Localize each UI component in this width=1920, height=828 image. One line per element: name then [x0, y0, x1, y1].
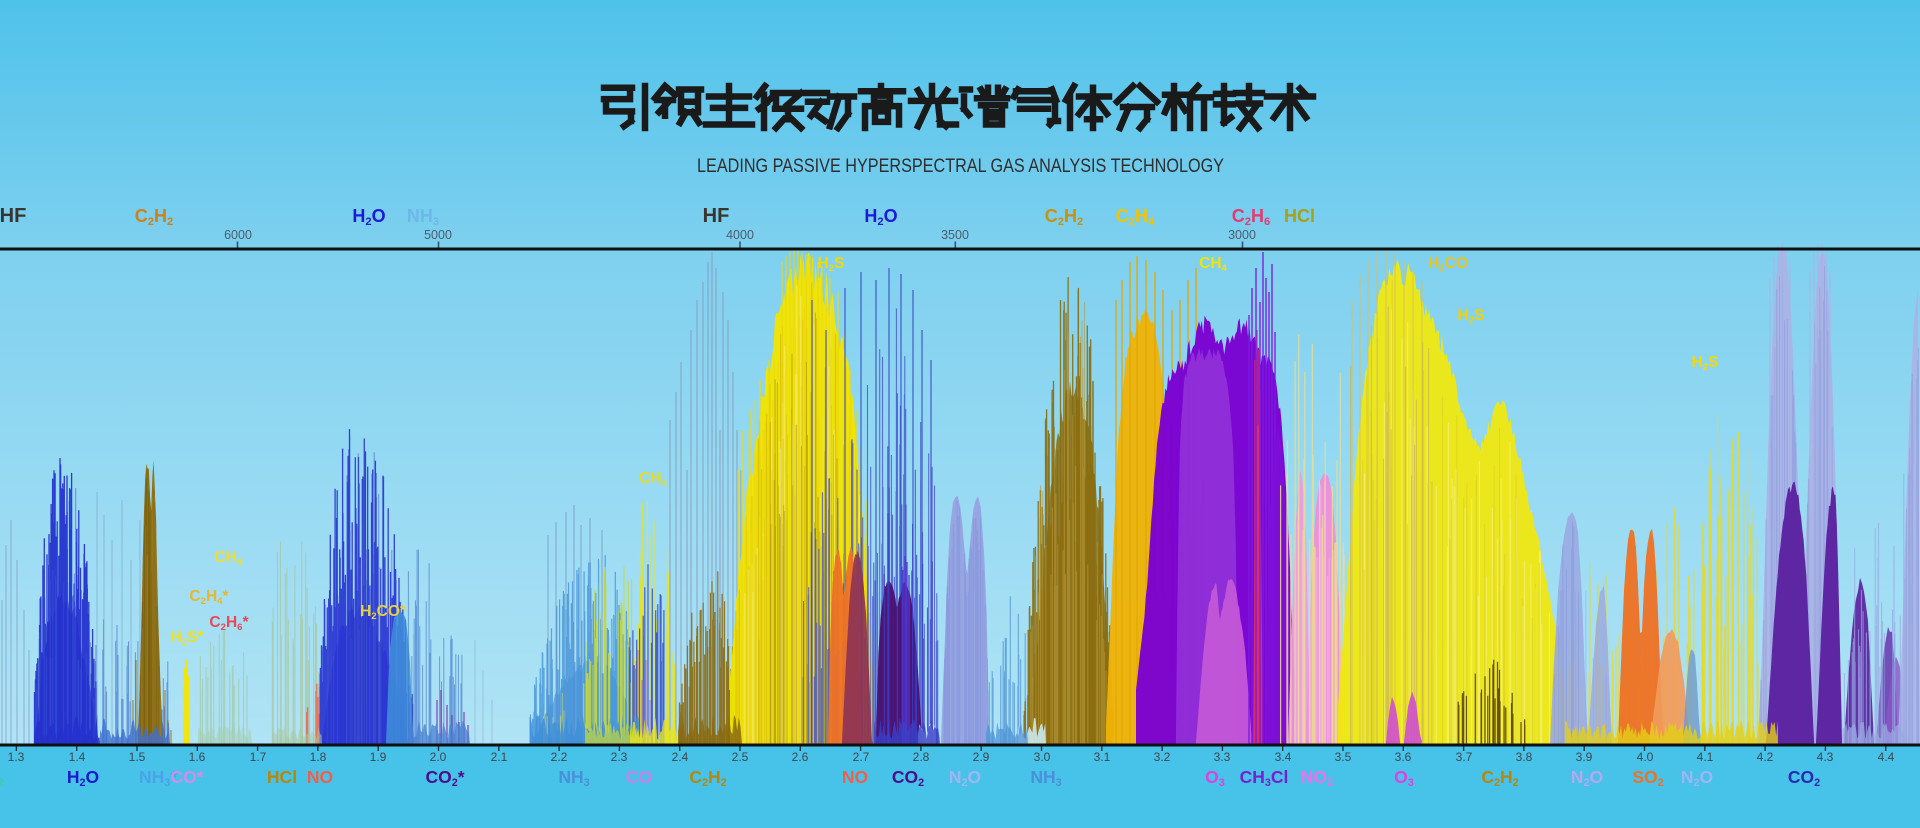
svg-text:1.8: 1.8 [310, 750, 327, 764]
svg-text:CO*: CO* [170, 767, 203, 787]
svg-text:2.6: 2.6 [792, 750, 809, 764]
svg-text:NH3​: NH3​ [1030, 767, 1061, 789]
svg-text:HCl: HCl [267, 767, 297, 787]
svg-text:4000: 4000 [726, 228, 754, 242]
svg-text:CO2​*: CO2​* [425, 767, 464, 789]
svg-text:3.3: 3.3 [1214, 750, 1231, 764]
svg-text:4.4: 4.4 [1878, 750, 1895, 764]
svg-text:1.7: 1.7 [250, 750, 267, 764]
svg-text:C2​H4​*: C2​H4​* [189, 588, 229, 607]
svg-text:H2​S*: H2​S* [171, 629, 205, 648]
svg-text:H2​CO: H2​CO [1428, 255, 1468, 274]
svg-text:CO2​: CO2​ [1788, 767, 1820, 789]
svg-text:N2​O: N2​O [1571, 767, 1603, 789]
svg-text:4.3: 4.3 [1817, 750, 1834, 764]
svg-text:1.6: 1.6 [189, 750, 206, 764]
svg-text:C2​H6​: C2​H6​ [1232, 206, 1270, 228]
svg-text:CH4​: CH4​ [1199, 255, 1227, 274]
svg-text:4.0: 4.0 [1637, 750, 1654, 764]
svg-text:NO2​: NO2​ [1301, 767, 1333, 789]
svg-text:2.0: 2.0 [430, 750, 447, 764]
svg-text:3500: 3500 [941, 228, 969, 242]
svg-text:HCl: HCl [1284, 206, 1315, 226]
svg-text:2.3: 2.3 [611, 750, 628, 764]
svg-text:C2​H2​: C2​H2​ [1045, 206, 1083, 228]
svg-text:3.1: 3.1 [1094, 750, 1111, 764]
svg-text:3.2: 3.2 [1154, 750, 1171, 764]
svg-text:NO: NO [307, 767, 333, 787]
svg-text:CH3​Cl: CH3​Cl [1240, 767, 1289, 789]
svg-text:3.7: 3.7 [1456, 750, 1473, 764]
svg-text:3000: 3000 [1228, 228, 1256, 242]
svg-text:3.4: 3.4 [1275, 750, 1292, 764]
svg-text:NH3​: NH3​ [558, 767, 589, 789]
svg-text:H2​S: H2​S [1458, 307, 1485, 326]
svg-text:H2​O: H2​O [352, 206, 385, 228]
svg-text:2.5: 2.5 [732, 750, 749, 764]
svg-text:N2​O: N2​O [1681, 767, 1713, 789]
svg-text:C2​H6​*: C2​H6​* [209, 614, 249, 633]
svg-text:CO: CO [626, 767, 652, 787]
svg-text:2.1: 2.1 [491, 750, 508, 764]
svg-text:CO2​: CO2​ [892, 767, 924, 789]
svg-text:3.8: 3.8 [1516, 750, 1533, 764]
svg-text:2.2: 2.2 [551, 750, 568, 764]
svg-text:H2​O: H2​O [864, 206, 897, 228]
svg-text:3.5: 3.5 [1335, 750, 1352, 764]
svg-text:SO2​: SO2​ [1632, 767, 1663, 789]
svg-text:HF: HF [0, 205, 26, 227]
svg-text:4.1: 4.1 [1697, 750, 1714, 764]
svg-text:3.6: 3.6 [1395, 750, 1412, 764]
svg-text:C2​H2​: C2​H2​ [135, 206, 173, 228]
svg-text:H2​O: H2​O [67, 767, 99, 789]
svg-text:C2​H4​: C2​H4​ [1116, 206, 1155, 228]
svg-text:2.4: 2.4 [672, 750, 689, 764]
svg-text:2.7: 2.7 [853, 750, 870, 764]
svg-text:CH4​: CH4​ [639, 470, 667, 489]
svg-text:1.3: 1.3 [8, 750, 25, 764]
svg-text:NO: NO [842, 767, 868, 787]
svg-text:H2​S: H2​S [818, 255, 845, 274]
svg-text:5000: 5000 [424, 228, 452, 242]
svg-text:HF: HF [703, 205, 730, 227]
svg-text:NH3​: NH3​ [407, 206, 439, 228]
svg-text:O2​: O2​ [0, 767, 4, 789]
svg-text:4.2: 4.2 [1757, 750, 1774, 764]
svg-text:3.0: 3.0 [1034, 750, 1051, 764]
svg-text:C2​H2​: C2​H2​ [1481, 767, 1518, 789]
svg-text:CH4​: CH4​ [214, 549, 242, 568]
svg-text:1.5: 1.5 [129, 750, 146, 764]
svg-text:C2​H2​: C2​H2​ [689, 767, 726, 789]
svg-text:1.4: 1.4 [69, 750, 86, 764]
svg-text:1.9: 1.9 [370, 750, 387, 764]
svg-text:6000: 6000 [224, 228, 252, 242]
svg-text:H2​CO*: H2​CO* [360, 603, 407, 622]
svg-text:LEADING PASSIVE HYPERSPECTRAL: LEADING PASSIVE HYPERSPECTRAL GAS ANALYS… [697, 156, 1224, 177]
svg-text:H2​S: H2​S [1692, 354, 1719, 373]
svg-text:2.9: 2.9 [973, 750, 990, 764]
svg-text:3.9: 3.9 [1576, 750, 1593, 764]
svg-text:2.8: 2.8 [913, 750, 930, 764]
svg-text:N2​O: N2​O [949, 767, 981, 789]
